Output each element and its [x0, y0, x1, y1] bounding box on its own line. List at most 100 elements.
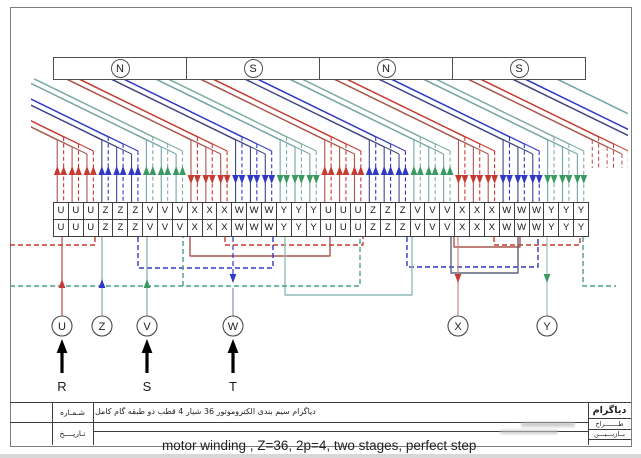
slot-cell: Z: [112, 219, 129, 237]
slot-cell: V: [409, 219, 426, 237]
slot-cell: X: [201, 219, 218, 237]
titleblock-line: [588, 402, 589, 445]
slot-cell: W: [231, 202, 248, 220]
titleblock-line: [52, 402, 53, 445]
slot-cell: U: [82, 219, 99, 237]
slot-cell: W: [528, 219, 545, 237]
titleblock-line: [93, 431, 588, 432]
slot-cell: W: [261, 202, 277, 220]
slot-cell: W: [513, 219, 530, 237]
slot-cell: W: [246, 219, 263, 237]
slot-cell: V: [171, 219, 188, 237]
slot-cell: Y: [558, 219, 575, 237]
titleblock-reviewer-label: بــازبـــیـــن: [594, 430, 625, 438]
pole-section-2: N: [320, 58, 453, 79]
slot-cell: V: [142, 219, 159, 237]
titleblock-date-label: تـاریــــخ: [59, 429, 86, 438]
slot-cell: U: [53, 202, 69, 220]
slot-cell: U: [335, 219, 352, 237]
slot-cell: Z: [379, 202, 396, 220]
slot-cell: U: [82, 202, 99, 220]
slot-cell: V: [439, 219, 456, 237]
slot-cell: U: [320, 202, 337, 220]
slot-cell: X: [216, 219, 233, 237]
slot-cell: Y: [290, 202, 307, 220]
titleblock-line: [10, 402, 631, 403]
slot-cell: Y: [275, 219, 292, 237]
illegible-stamp: [500, 430, 558, 434]
slot-cell: Z: [97, 219, 114, 237]
pole-label-S: S: [509, 59, 529, 78]
slot-cell: Z: [97, 202, 114, 220]
slot-cell: Z: [394, 219, 411, 237]
pole-section-3: S: [453, 58, 585, 79]
pole-label-N: N: [110, 59, 130, 78]
slot-cell: X: [186, 219, 203, 237]
slot-cell: V: [142, 202, 159, 220]
pole-section-0: N: [54, 58, 187, 79]
slot-cell: Z: [365, 202, 381, 220]
titleblock-diagram-label: دیاگرام: [592, 405, 627, 416]
titleblock-number-label: شـمـاره: [60, 408, 85, 417]
drawing-frame: [10, 7, 632, 447]
slot-cell: U: [67, 219, 84, 237]
slot-cell: V: [171, 202, 188, 220]
slot-cell: Y: [558, 202, 575, 220]
slot-cell: U: [350, 219, 367, 237]
slot-cell: V: [439, 202, 456, 220]
titleblock-line: [588, 418, 631, 419]
slot-cell: Z: [394, 202, 411, 220]
slot-cell: U: [335, 202, 352, 220]
titleblock-designer-label: طـــــــراح: [595, 419, 624, 428]
slot-cell: Y: [543, 202, 560, 220]
slot-cell: U: [67, 202, 84, 220]
illegible-stamp: [521, 422, 575, 427]
caption-text: motor winding , Z=36, 2p=4, two stages, …: [162, 438, 477, 453]
slot-cell: W: [246, 202, 263, 220]
slot-cell: X: [483, 219, 500, 237]
slot-cell: X: [469, 202, 485, 220]
slot-cell: U: [53, 219, 69, 237]
slot-cell: W: [498, 219, 515, 237]
titleblock-line: [10, 422, 588, 423]
slot-cell: W: [513, 202, 530, 220]
slot-cell: Z: [127, 219, 144, 237]
slot-cell: V: [157, 219, 173, 237]
slot-cell: Y: [573, 219, 589, 237]
slot-cell: W: [528, 202, 545, 220]
titleblock-line: [588, 429, 631, 430]
slot-cell: X: [454, 219, 471, 237]
slot-cell: X: [469, 219, 485, 237]
slot-cell: W: [231, 219, 248, 237]
titleblock-line: [93, 402, 94, 445]
slot-cell: V: [157, 202, 173, 220]
slot-cell: Y: [305, 219, 322, 237]
titleblock-line: [588, 439, 631, 440]
pole-label-N: N: [376, 59, 396, 78]
slot-cell: V: [424, 202, 441, 220]
slot-cell: Z: [379, 219, 396, 237]
slot-cell: Y: [573, 202, 589, 220]
slot-cell: X: [186, 202, 203, 220]
titleblock-title-persian: دیاگرام سیم بندی الکتروموتور 36 شیار 4 ق…: [95, 407, 316, 416]
window-bottom-edge: [0, 454, 641, 458]
pole-section-1: S: [187, 58, 320, 79]
slot-cell: X: [454, 202, 471, 220]
slot-cell: V: [424, 219, 441, 237]
slot-cell: X: [483, 202, 500, 220]
slot-cell: Y: [275, 202, 292, 220]
slot-cell: W: [498, 202, 515, 220]
slot-cell: Z: [365, 219, 381, 237]
slot-cell: Z: [112, 202, 129, 220]
slot-cell: V: [409, 202, 426, 220]
slot-cell: U: [350, 202, 367, 220]
slot-cell: Z: [127, 202, 144, 220]
slot-cell: U: [320, 219, 337, 237]
slot-cell: Y: [305, 202, 322, 220]
pole-label-S: S: [243, 59, 263, 78]
